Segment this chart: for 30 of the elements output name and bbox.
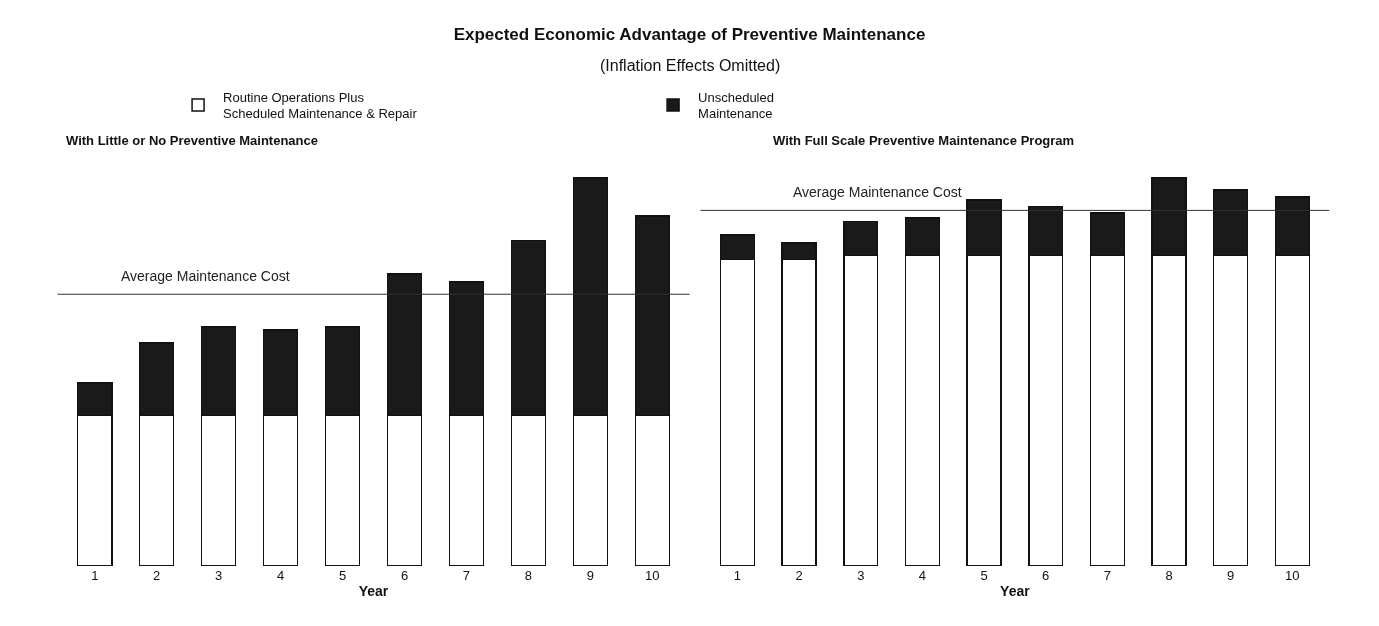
x-tick-label: 4 [918,568,927,583]
x-tick-label: 2 [153,568,161,583]
chart-subtitle: (Inflation Effects Omitted) [600,57,781,74]
ref-line-label: Average Maintenance Cost [121,268,290,284]
x-tick-label: 4 [276,568,285,583]
x-tick-label: 3 [215,568,223,583]
x-tick-label: 5 [980,568,988,583]
x-tick-label: 7 [462,568,471,583]
x-tick-label: 5 [338,568,347,583]
x-tick-label: 10 [645,568,660,583]
ref-line-label: Average Maintenance Cost [793,184,962,200]
x-tick-label: 10 [1285,568,1300,583]
x-axis-title: Year [1000,583,1031,600]
x-tick-label: 6 [400,568,409,583]
text: With Little or No Preventive Maintenance [66,133,318,148]
x-tick-label: 6 [1042,568,1050,583]
x-tick-label: 1 [733,568,742,583]
x-tick-label: 3 [857,568,865,583]
x-tick-label: 2 [795,568,803,583]
x-tick-label: 9 [586,568,594,583]
x-tick-label: 1 [91,568,99,583]
legend-label: Routine Operations Plus Scheduled Maintenance & Repair [223,89,418,122]
x-tick-label: 8 [1165,568,1173,583]
x-tick-label: 9 [1227,568,1235,583]
x-axis-title: Year [358,583,389,600]
chart-title: With Full Scale Preventive Maintenance Program [773,133,1075,148]
x-tick-label: 7 [1103,568,1111,583]
chart-title: Expected Economic Advantage of Preventive Maintenance [453,25,926,45]
x-tick-label: 8 [524,568,533,583]
legend-label: Unscheduled Maintenance [698,89,774,122]
